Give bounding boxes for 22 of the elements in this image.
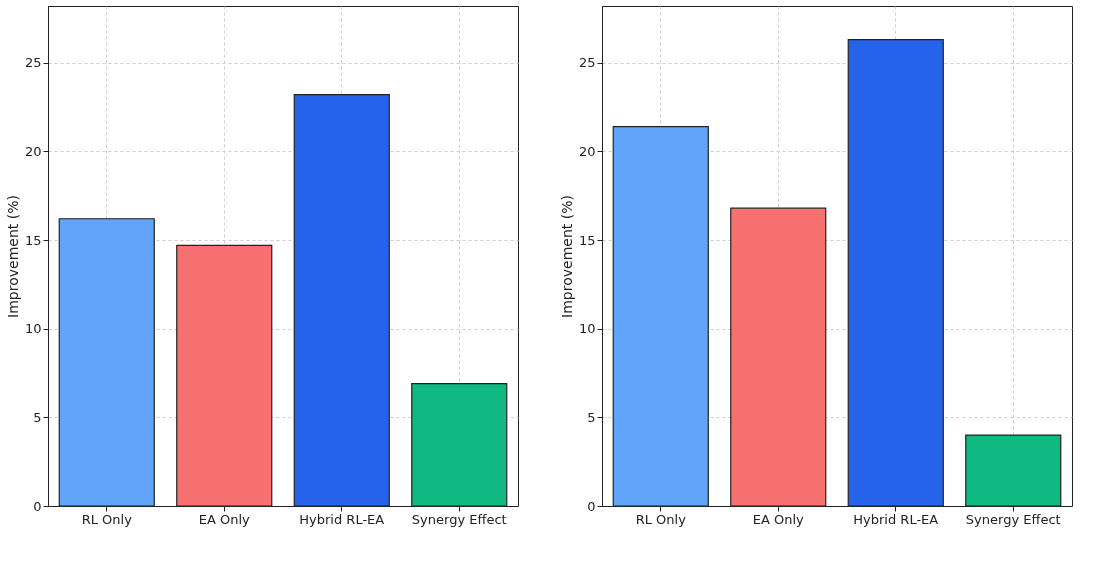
y-tick-label: 25 xyxy=(24,55,42,71)
x-tick-label: Synergy Effect xyxy=(965,511,1061,527)
y-tick-label: 5 xyxy=(33,409,42,425)
x-tick-label: EA Only xyxy=(198,511,251,527)
x-tick-label: Hybrid RL-EA xyxy=(299,511,385,527)
x-tick-label: RL Only xyxy=(635,511,687,527)
y-tick-label: 20 xyxy=(24,143,42,159)
y-tick-label: 5 xyxy=(587,409,596,425)
y-tick-label: 0 xyxy=(33,498,42,514)
y-tick-label: 0 xyxy=(587,498,596,514)
x-tick-label: EA Only xyxy=(752,511,805,527)
x-tick-label: RL Only xyxy=(81,511,133,527)
x-tick-label: Synergy Effect xyxy=(411,511,507,527)
y-tick-label: 10 xyxy=(578,321,596,337)
y-tick-label: 15 xyxy=(24,232,42,248)
y-axis-title: Improvement (%) xyxy=(558,195,575,318)
y-tick-label: 10 xyxy=(24,321,42,337)
y-tick-label: 15 xyxy=(578,232,596,248)
x-tick-label: Hybrid RL-EA xyxy=(853,511,939,527)
y-axis-title: Improvement (%) xyxy=(4,195,21,318)
y-tick-label: 25 xyxy=(578,55,596,71)
y-tick-label: 20 xyxy=(578,143,596,159)
